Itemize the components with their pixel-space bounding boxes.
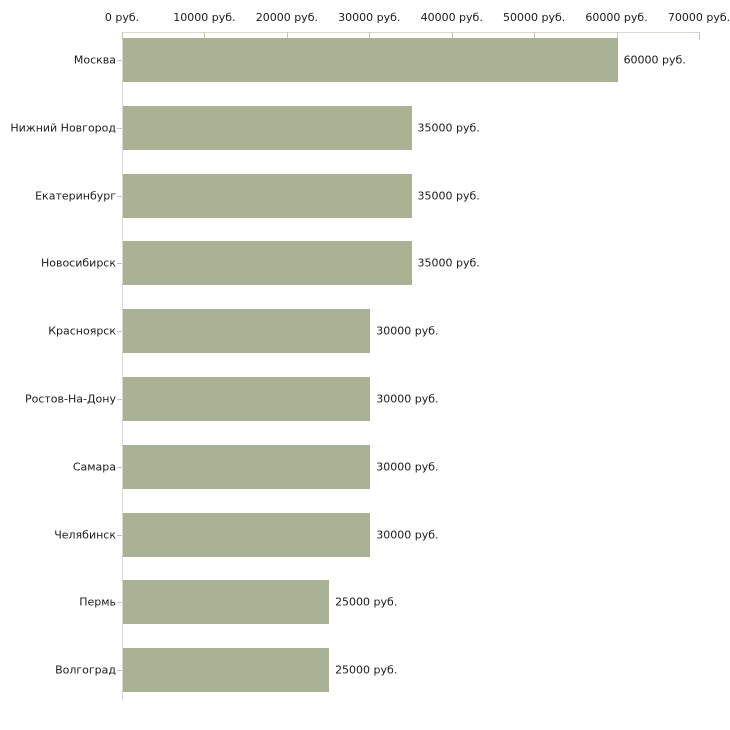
category-label: Челябинск bbox=[54, 528, 116, 542]
y-axis-tick-mark bbox=[117, 60, 122, 61]
y-axis-tick-mark bbox=[117, 670, 122, 672]
x-axis-tick-label: 20000 руб. bbox=[255, 11, 318, 24]
bar bbox=[123, 580, 330, 625]
category-label: Красноярск bbox=[48, 324, 116, 338]
bar bbox=[123, 377, 371, 421]
x-axis-tick-mark bbox=[534, 32, 536, 40]
x-axis-tick-mark bbox=[451, 32, 453, 40]
category-label: Нижний Новгород bbox=[10, 121, 116, 135]
bar bbox=[123, 512, 371, 557]
x-axis-tick-label: 10000 руб. bbox=[173, 11, 236, 24]
bar-value-label: 30000 руб. bbox=[376, 528, 439, 542]
bar-value-label: 25000 руб. bbox=[335, 595, 398, 609]
x-axis-tick-label: 30000 руб. bbox=[338, 11, 401, 24]
bar bbox=[123, 105, 412, 150]
y-axis-tick-mark bbox=[117, 602, 122, 604]
x-axis-tick-label: 70000 руб. bbox=[667, 11, 730, 24]
bar bbox=[123, 444, 371, 489]
category-label: Ростов-На-Дону bbox=[24, 392, 116, 406]
x-axis-tick-label: 0 руб. bbox=[104, 11, 140, 24]
bar-value-label: 35000 руб. bbox=[417, 256, 480, 270]
bar bbox=[123, 309, 371, 354]
bar bbox=[123, 648, 330, 693]
bar-value-label: 35000 руб. bbox=[417, 121, 480, 135]
y-axis-tick-mark bbox=[117, 331, 122, 333]
bar-value-label: 35000 руб. bbox=[417, 189, 480, 203]
category-label: Самара bbox=[72, 460, 116, 474]
category-label: Москва bbox=[73, 53, 116, 67]
x-axis-tick-mark bbox=[699, 32, 700, 40]
x-axis-tick-mark bbox=[286, 32, 288, 40]
y-axis-tick-mark bbox=[117, 399, 122, 400]
x-axis-tick-mark bbox=[122, 32, 123, 40]
category-label: Пермь bbox=[79, 595, 116, 609]
bar-value-label: 60000 руб. bbox=[623, 53, 686, 67]
y-axis-tick-mark bbox=[117, 195, 122, 197]
x-axis-tick-label: 60000 руб. bbox=[585, 11, 648, 24]
bar-value-label: 30000 руб. bbox=[376, 392, 439, 406]
bar-value-label: 25000 руб. bbox=[335, 663, 398, 677]
x-axis-line bbox=[122, 32, 699, 33]
x-axis-tick-mark bbox=[369, 32, 371, 40]
category-label: Екатеринбург bbox=[35, 189, 116, 203]
bar-value-label: 30000 руб. bbox=[376, 460, 439, 474]
bar bbox=[123, 173, 412, 218]
bar bbox=[123, 38, 618, 82]
y-axis-tick-mark bbox=[117, 534, 122, 536]
x-axis-tick-label: 40000 руб. bbox=[420, 11, 483, 24]
y-axis-tick-mark bbox=[117, 263, 122, 265]
y-axis-tick-mark bbox=[117, 127, 122, 129]
y-axis-line bbox=[122, 32, 123, 700]
bar-value-label: 30000 руб. bbox=[376, 324, 439, 338]
category-label: Новосибирск bbox=[40, 256, 116, 270]
x-axis-tick-mark bbox=[616, 32, 618, 40]
category-label: Волгоград bbox=[55, 663, 116, 677]
x-axis-tick-mark bbox=[204, 32, 206, 40]
bar bbox=[123, 241, 412, 286]
y-axis-tick-mark bbox=[117, 466, 122, 468]
x-axis-tick-label: 50000 руб. bbox=[503, 11, 566, 24]
